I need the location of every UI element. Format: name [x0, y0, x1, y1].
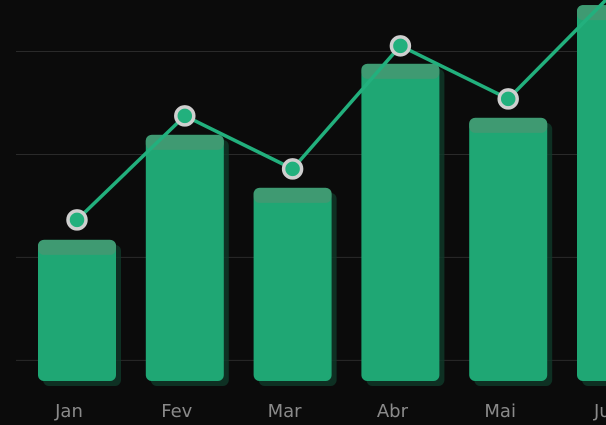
- bar: [577, 5, 606, 386]
- bar: [145, 134, 229, 386]
- line-marker: [174, 105, 196, 127]
- x-tick-label: Mai: [484, 401, 516, 422]
- bar: [469, 117, 553, 386]
- x-tick-label: Jun: [593, 401, 606, 422]
- line: [75, 0, 606, 222]
- bar-body: [469, 117, 548, 381]
- line-marker: [281, 158, 304, 180]
- bar: [38, 239, 121, 386]
- line-marker: [497, 88, 519, 110]
- bar-cap: [145, 134, 224, 150]
- bar-body: [145, 134, 224, 381]
- bar-body: [577, 5, 606, 381]
- bar-cap: [38, 239, 116, 255]
- bar-cap: [469, 117, 548, 133]
- bar-cap: [253, 187, 332, 203]
- line-marker: [66, 209, 88, 231]
- bar: [253, 187, 337, 386]
- x-tick-label: Jan: [54, 401, 83, 422]
- bar: [361, 63, 445, 386]
- bar-body: [253, 187, 332, 381]
- line-marker: [389, 35, 412, 57]
- x-tick-label: Abr: [377, 401, 409, 422]
- x-tick-label: Fev: [161, 401, 192, 422]
- x-tick-label: Mar: [268, 401, 303, 422]
- bar-body: [361, 63, 440, 382]
- bar-body: [38, 239, 116, 381]
